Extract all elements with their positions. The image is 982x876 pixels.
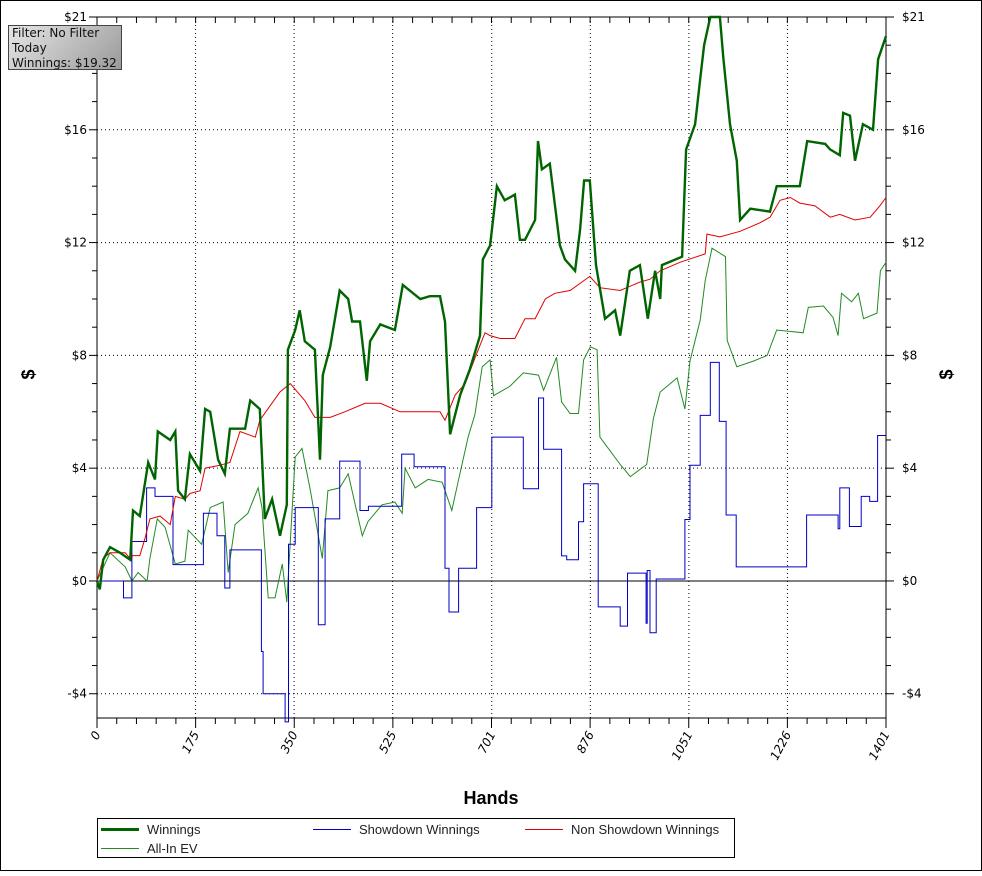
legend-item-winnings: Winnings — [98, 820, 200, 838]
period-text: Today — [12, 41, 47, 55]
y-tick-label-right: -$4 — [902, 687, 922, 701]
y-tick-label-left: -$4 — [67, 687, 87, 701]
legend-item-showdown: Showdown Winnings — [310, 820, 480, 838]
y-tick-label-left: $12 — [64, 236, 87, 250]
x-tick-label: 1401 — [866, 729, 893, 763]
legend-swatch-showdown — [313, 828, 351, 830]
filter-text: Filter: No Filter — [12, 26, 100, 40]
x-tick-label: 1051 — [669, 729, 696, 763]
legend: Winnings Showdown Winnings Non Showdown … — [97, 818, 735, 858]
legend-item-non-showdown: Non Showdown Winnings — [522, 820, 719, 838]
legend-swatch-allin-ev — [101, 847, 139, 849]
x-tick-label: 1226 — [767, 729, 794, 763]
legend-label: Non Showdown Winnings — [571, 821, 720, 837]
y-tick-label-left: $16 — [64, 123, 87, 137]
y-tick-label-right: $4 — [902, 461, 917, 475]
y-tick-label-left: $4 — [72, 461, 87, 475]
x-tick-label: 0 — [88, 729, 104, 743]
x-tick-label: 175 — [179, 729, 202, 756]
y-tick-label-right: $12 — [902, 236, 925, 250]
y-axis-label-right: $ — [936, 369, 957, 380]
legend-label: Winnings — [147, 821, 201, 837]
x-axis-label: Hands — [463, 788, 519, 808]
winnings-text: Winnings: $19.32 — [12, 56, 117, 70]
x-tick-label: 876 — [574, 729, 597, 756]
x-tick-label: 525 — [376, 729, 399, 756]
y-tick-label-left: $8 — [72, 348, 87, 362]
x-tick-label: 350 — [278, 729, 301, 756]
legend-swatch-non-showdown — [525, 828, 563, 830]
series-line-showdown — [97, 361, 886, 723]
y-axis-label-left: $ — [18, 369, 39, 380]
y-tick-label-right: $8 — [902, 348, 917, 362]
x-tick-label: 701 — [475, 729, 498, 756]
legend-item-allin-ev: All-In EV — [98, 839, 198, 857]
y-tick-label-right: $21 — [902, 10, 925, 24]
series-line-non_showdown — [96, 196, 887, 582]
y-tick-label-right: $16 — [902, 123, 925, 137]
legend-label: Showdown Winnings — [359, 821, 480, 837]
info-box: Filter: No Filter Today Winnings: $19.32 — [8, 25, 122, 70]
legend-swatch-winnings — [101, 827, 139, 831]
series-line-allin_ev — [96, 247, 887, 603]
y-tick-label-left: $21 — [64, 10, 87, 24]
legend-label: All-In EV — [147, 840, 198, 856]
y-tick-label-right: $0 — [902, 574, 917, 588]
series-line-winnings — [95, 15, 888, 590]
y-tick-label-left: $0 — [72, 574, 87, 588]
